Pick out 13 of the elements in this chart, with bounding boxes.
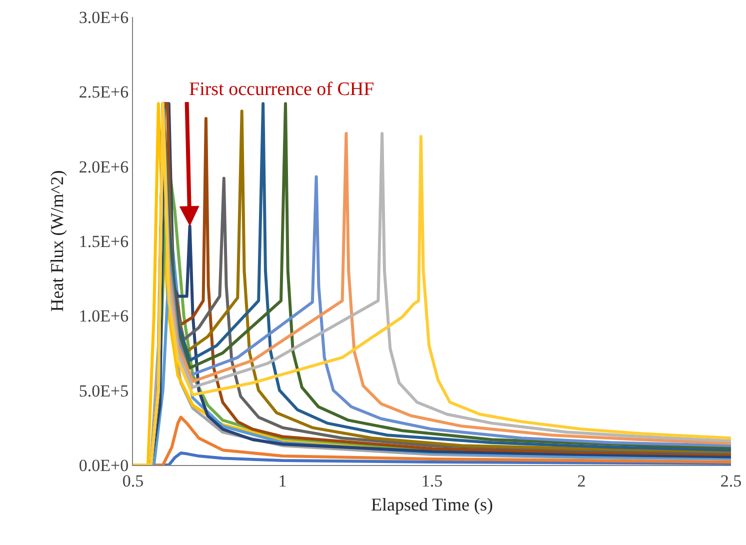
x-tick-label: 2	[577, 471, 586, 490]
annotation: First occurrence of CHF	[189, 79, 374, 100]
x-tick-label: 1.5	[421, 471, 443, 490]
x-tick-label: 2.5	[720, 471, 742, 490]
y-axis-title: Heat Flux (W/m^2)	[47, 170, 68, 312]
x-axis-title: Elapsed Time (s)	[370, 494, 494, 514]
y-tick-label: 1.5E+6	[78, 232, 129, 251]
y-tick-label: 2.5E+6	[78, 82, 129, 102]
y-tick-label: 5.0E+5	[78, 381, 129, 400]
x-tick-label: 1	[278, 471, 287, 490]
y-tick-label: 3.0E+6	[78, 8, 129, 27]
y-tick-label: 2.0E+6	[78, 157, 129, 176]
y-tick-label: 1.0E+6	[78, 306, 129, 326]
